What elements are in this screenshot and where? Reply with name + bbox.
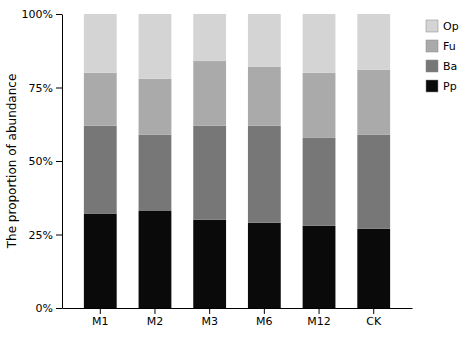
bar bbox=[248, 67, 281, 126]
legend-item: Fu bbox=[426, 40, 456, 53]
chart: M1 M2 M3 M6 M12 CK 0% 25% 50% 75% 100% The proporti… bbox=[0, 0, 474, 338]
tick-label: M2 bbox=[147, 315, 164, 328]
tick-mark bbox=[56, 308, 62, 309]
tick-label: 100% bbox=[22, 8, 53, 21]
legend-label: Ba bbox=[443, 60, 457, 73]
tick-label: 0% bbox=[36, 302, 53, 315]
bar bbox=[84, 73, 117, 126]
axis-line bbox=[63, 308, 413, 309]
legend-swatch bbox=[426, 60, 438, 72]
bar bbox=[193, 126, 226, 220]
tick-mark bbox=[56, 161, 62, 162]
y-axis: 0% 25% 50% 75% 100% bbox=[22, 8, 63, 315]
legend-item: Pp bbox=[426, 80, 457, 93]
legend-label: Op bbox=[443, 20, 459, 33]
tick-mark bbox=[154, 308, 155, 314]
bar bbox=[248, 126, 281, 223]
bar bbox=[84, 14, 117, 73]
legend-swatch bbox=[426, 80, 438, 92]
tick: M12 bbox=[307, 308, 331, 328]
series bbox=[84, 14, 390, 79]
bar bbox=[139, 135, 172, 211]
tick: 25% bbox=[29, 229, 62, 242]
legend-label: Pp bbox=[443, 80, 457, 93]
legend-item: Op bbox=[426, 20, 459, 33]
tick: M2 bbox=[147, 308, 164, 328]
tick-label: M12 bbox=[307, 315, 331, 328]
bar bbox=[303, 14, 336, 73]
axis-line bbox=[62, 15, 63, 309]
tick-label: 50% bbox=[29, 155, 53, 168]
bar bbox=[357, 14, 390, 70]
tick-label: 75% bbox=[29, 82, 53, 95]
bar bbox=[139, 211, 172, 308]
bar bbox=[357, 229, 390, 308]
y-axis-title: The proportion of abundance bbox=[5, 74, 19, 250]
bar bbox=[139, 14, 172, 79]
series bbox=[84, 126, 390, 229]
tick: M6 bbox=[256, 308, 273, 328]
tick-label: 25% bbox=[29, 229, 53, 242]
legend-swatch bbox=[426, 20, 438, 32]
tick-mark bbox=[209, 308, 210, 314]
tick: M3 bbox=[201, 308, 218, 328]
series bbox=[84, 211, 390, 308]
tick: M1 bbox=[92, 308, 109, 328]
tick-mark bbox=[373, 308, 374, 314]
legend-label: Fu bbox=[443, 40, 456, 53]
legend-item: Ba bbox=[426, 60, 457, 73]
tick: 0% bbox=[36, 302, 62, 315]
legend: Op Fu Ba Pp bbox=[426, 20, 459, 93]
tick-mark bbox=[264, 308, 265, 314]
bar bbox=[303, 137, 336, 225]
bar bbox=[84, 214, 117, 308]
tick: 50% bbox=[29, 155, 62, 168]
plot: M1 M2 M3 M6 M12 CK 0% 25% 50% 75% 100% bbox=[22, 8, 413, 328]
tick-mark bbox=[56, 88, 62, 89]
tick-label: M3 bbox=[201, 315, 218, 328]
bar bbox=[303, 73, 336, 138]
bar bbox=[84, 126, 117, 214]
bar bbox=[193, 220, 226, 308]
bar bbox=[248, 14, 281, 67]
bar bbox=[193, 14, 226, 61]
tick: CK bbox=[366, 308, 382, 328]
tick-mark bbox=[100, 308, 101, 314]
bar bbox=[139, 79, 172, 135]
tick-label: CK bbox=[366, 315, 382, 328]
tick-mark bbox=[56, 14, 62, 15]
bar bbox=[357, 70, 390, 135]
tick-mark bbox=[56, 235, 62, 236]
bar bbox=[193, 61, 226, 126]
bar bbox=[248, 223, 281, 308]
legend-swatch bbox=[426, 40, 438, 52]
x-axis: M1 M2 M3 M6 M12 CK bbox=[63, 308, 413, 328]
tick: 75% bbox=[29, 82, 62, 95]
bar bbox=[303, 226, 336, 308]
tick-label: M1 bbox=[92, 315, 109, 328]
series bbox=[84, 61, 390, 137]
tick: 100% bbox=[22, 8, 62, 21]
bar bbox=[357, 135, 390, 229]
tick-label: M6 bbox=[256, 315, 273, 328]
bars bbox=[84, 14, 390, 308]
tick-mark bbox=[319, 308, 320, 314]
